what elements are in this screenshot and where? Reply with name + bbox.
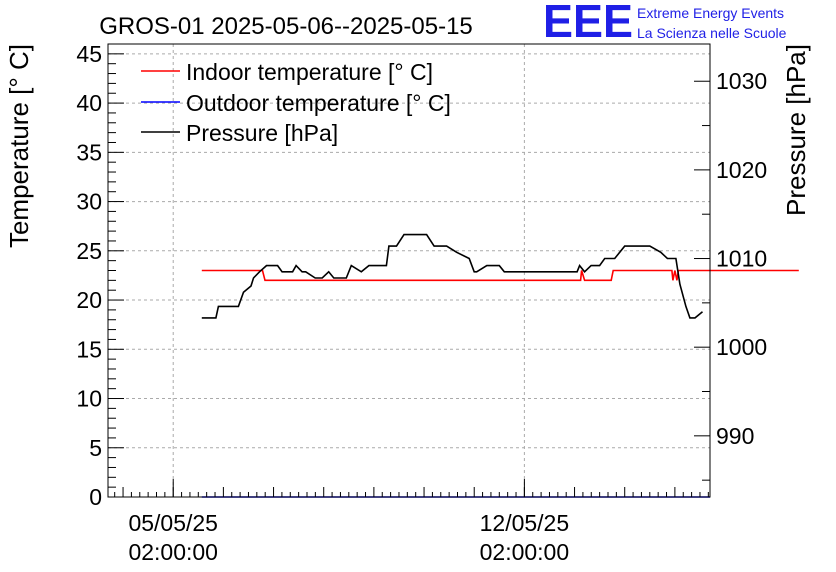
legend-label-outdoor: Outdoor temperature [° C] — [186, 90, 451, 116]
series-line-pressure — [201, 233, 704, 319]
y-tick-label: 35 — [76, 139, 102, 165]
y2-axis-label: Pressure [hPa] — [781, 44, 811, 216]
right-axis-ticks: 990 1000 1010 1020 1030 — [694, 68, 767, 481]
y-tick-label: 30 — [76, 189, 102, 215]
y2-tick-label: 1010 — [716, 246, 767, 272]
logo-line1: Extreme Energy Events — [637, 5, 785, 21]
x-tick-label: 02:00:00 — [480, 539, 570, 565]
legend-label-indoor: Indoor temperature [° C] — [186, 59, 433, 85]
y-tick-label: 25 — [76, 238, 102, 264]
y2-tick-label: 1000 — [716, 334, 767, 360]
y-tick-label: 40 — [76, 90, 102, 116]
x-tick-label: 05/05/25 — [128, 510, 218, 536]
eee-logo-text: EEE — [543, 0, 633, 40]
y-tick-label: 5 — [89, 435, 102, 461]
legend-label-pressure: Pressure [hPa] — [186, 120, 338, 146]
y2-tick-label: 1030 — [716, 68, 767, 94]
y-tick-label: 15 — [76, 336, 102, 362]
chart-title: GROS-01 2025-05-06--2025-05-15 — [99, 13, 473, 40]
y-tick-label: 0 — [89, 484, 102, 510]
y-tick-label: 45 — [76, 41, 102, 67]
plot-lines — [201, 233, 799, 498]
series-line-indoor — [201, 269, 799, 282]
y2-tick-label: 990 — [716, 423, 754, 449]
x-tick-label: 12/05/25 — [480, 510, 570, 536]
y2-tick-label: 1020 — [716, 157, 767, 183]
legend: Indoor temperature [° C] Outdoor tempera… — [141, 59, 451, 146]
y-tick-label: 20 — [76, 287, 102, 313]
x-axis-ticks: 05/05/25 02:00:00 12/05/25 02:00:00 — [114, 479, 709, 565]
y-tick-label: 10 — [76, 386, 102, 412]
logo-line2: La Scienza nelle Scuole — [637, 25, 787, 41]
y-axis-label: Temperature [° C] — [4, 44, 34, 248]
eee-logo: EEE — [543, 0, 633, 40]
x-tick-label: 02:00:00 — [128, 539, 218, 565]
left-axis-ticks: 0 5 10 15 20 25 30 35 40 45 — [76, 41, 124, 510]
grid — [108, 44, 710, 497]
